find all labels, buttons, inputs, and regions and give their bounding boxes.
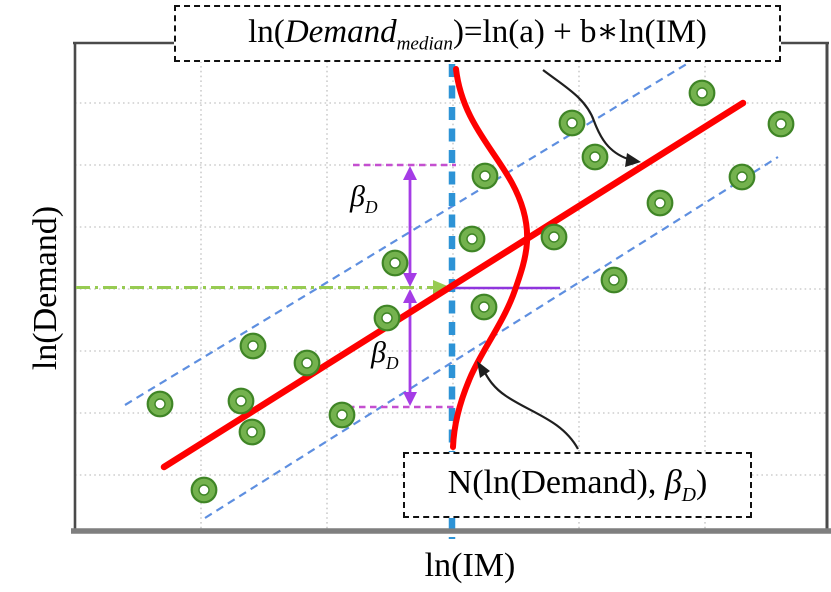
- callout-arrow-distribution-head: [477, 361, 490, 378]
- callout-arrow-distribution: [482, 368, 579, 450]
- equation-median-subscript: median: [396, 33, 453, 55]
- x-axis-label: ln(IM): [424, 547, 516, 584]
- scatter-point-hole: [246, 426, 258, 438]
- scatter-point-hole: [654, 197, 666, 209]
- beta-glyph: β: [371, 336, 386, 369]
- scatter-point-hole: [154, 398, 166, 410]
- scatter-point-hole: [336, 409, 348, 421]
- median-regression-line: [160, 99, 747, 471]
- scatter-point-hole: [736, 171, 748, 183]
- scatter-point-hole: [301, 357, 313, 369]
- beta-d-lower-label: βD: [371, 336, 399, 374]
- normal-pdf-curve: [450, 66, 531, 450]
- y-axis-label: ln(Demand): [27, 205, 64, 371]
- scatter-point-hole: [566, 117, 578, 129]
- beta-lower-arrow-head-top: [403, 289, 417, 303]
- beta-upper-arrow-head-top: [403, 166, 417, 180]
- callout-arrow-equation: [542, 69, 629, 161]
- beta-d-upper-label: βD: [350, 180, 378, 218]
- callout-arrow-equation-head: [625, 153, 641, 167]
- beta-upper-arrow-head-bottom: [403, 273, 417, 287]
- scatter-point-hole: [608, 274, 620, 286]
- scatter-point-hole: [696, 87, 708, 99]
- distribution-text: N(ln(Demand), βD): [447, 463, 708, 506]
- equation-text: ln(Demandmedian)=ln(a) + b∗ln(IM): [248, 14, 707, 55]
- equation-box: ln(Demandmedian)=ln(a) + b∗ln(IM): [174, 5, 781, 62]
- beta-lower-arrow-head-bottom: [403, 392, 417, 406]
- scatter-point-hole: [198, 484, 210, 496]
- scatter-point-hole: [235, 395, 247, 407]
- scatter-point-hole: [589, 151, 601, 163]
- distribution-box: N(ln(Demand), βD): [403, 452, 752, 518]
- distribution-beta-subscript: D: [681, 483, 696, 506]
- scatter-point-hole: [247, 340, 259, 352]
- upper-dispersion-band: [124, 61, 691, 406]
- scatter-point-hole: [775, 118, 787, 130]
- scatter-point-hole: [478, 301, 490, 313]
- scatter-point-hole: [479, 170, 491, 182]
- scatter-point-hole: [466, 233, 478, 245]
- equation-demand-italic: Demand: [284, 14, 397, 51]
- scatter-point-hole: [389, 257, 401, 269]
- beta-subscript: D: [385, 353, 399, 373]
- scatter-point-hole: [381, 312, 393, 324]
- beta-subscript: D: [364, 197, 378, 217]
- distribution-beta: β: [664, 463, 682, 501]
- beta-glyph: β: [350, 180, 365, 213]
- scatter-point-hole: [548, 231, 560, 243]
